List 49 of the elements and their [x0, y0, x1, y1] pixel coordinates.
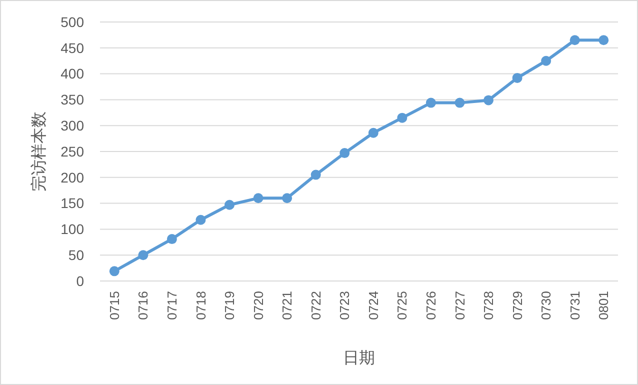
y-tick-label: 200	[60, 169, 84, 186]
point	[454, 98, 465, 108]
x-tick-label: 0722	[308, 291, 324, 320]
y-tick-label: 250	[60, 143, 84, 160]
point	[253, 193, 264, 204]
point	[138, 250, 148, 260]
x-axis-title: 日期	[343, 349, 375, 367]
point	[166, 234, 177, 244]
point	[109, 266, 120, 276]
x-tick-label: 0724	[366, 291, 381, 320]
x-tick-label: 0726	[423, 291, 438, 320]
point	[426, 98, 436, 108]
point	[282, 193, 292, 204]
x-tick-label: 0725	[394, 291, 410, 320]
y-tick-label: 300	[60, 118, 84, 134]
point	[484, 95, 494, 106]
point	[196, 214, 206, 225]
point	[340, 148, 350, 158]
y-tick-label: 400	[60, 66, 84, 82]
point	[368, 128, 378, 138]
point	[512, 72, 522, 83]
y-tick-label: 150	[60, 195, 84, 212]
y-axis-title: 完访样本数	[30, 112, 48, 192]
x-tick-label: 0715	[106, 291, 122, 320]
x-tick-label: 0727	[452, 291, 468, 320]
x-tick-label: 0801	[596, 291, 612, 320]
y-tick-label: 50	[68, 247, 84, 263]
point	[224, 200, 234, 210]
point	[397, 112, 408, 123]
x-tick-label: 0719	[222, 291, 238, 320]
point	[310, 170, 321, 180]
y-tick-label: 450	[60, 40, 84, 56]
x-tick-label: 0716	[136, 291, 151, 320]
point	[541, 56, 552, 66]
x-tick-label: 0728	[481, 291, 496, 320]
y-tick-label: 100	[60, 221, 84, 238]
x-tick-label: 0717	[164, 291, 180, 320]
point	[598, 35, 609, 46]
x-tick-label: 0723	[337, 291, 352, 320]
point	[570, 35, 580, 46]
x-tick-label: 0718	[193, 291, 208, 320]
x-tick-label: 0720	[250, 291, 266, 320]
x-tick-label: 0721	[280, 291, 295, 320]
y-tick-label: 500	[60, 14, 84, 30]
x-tick-label: 0731	[567, 291, 582, 320]
x-tick-label: 0730	[538, 291, 554, 320]
y-tick-label: 350	[60, 92, 84, 108]
x-tick-label: 0729	[510, 291, 525, 320]
y-tick-label: 0	[76, 272, 84, 289]
